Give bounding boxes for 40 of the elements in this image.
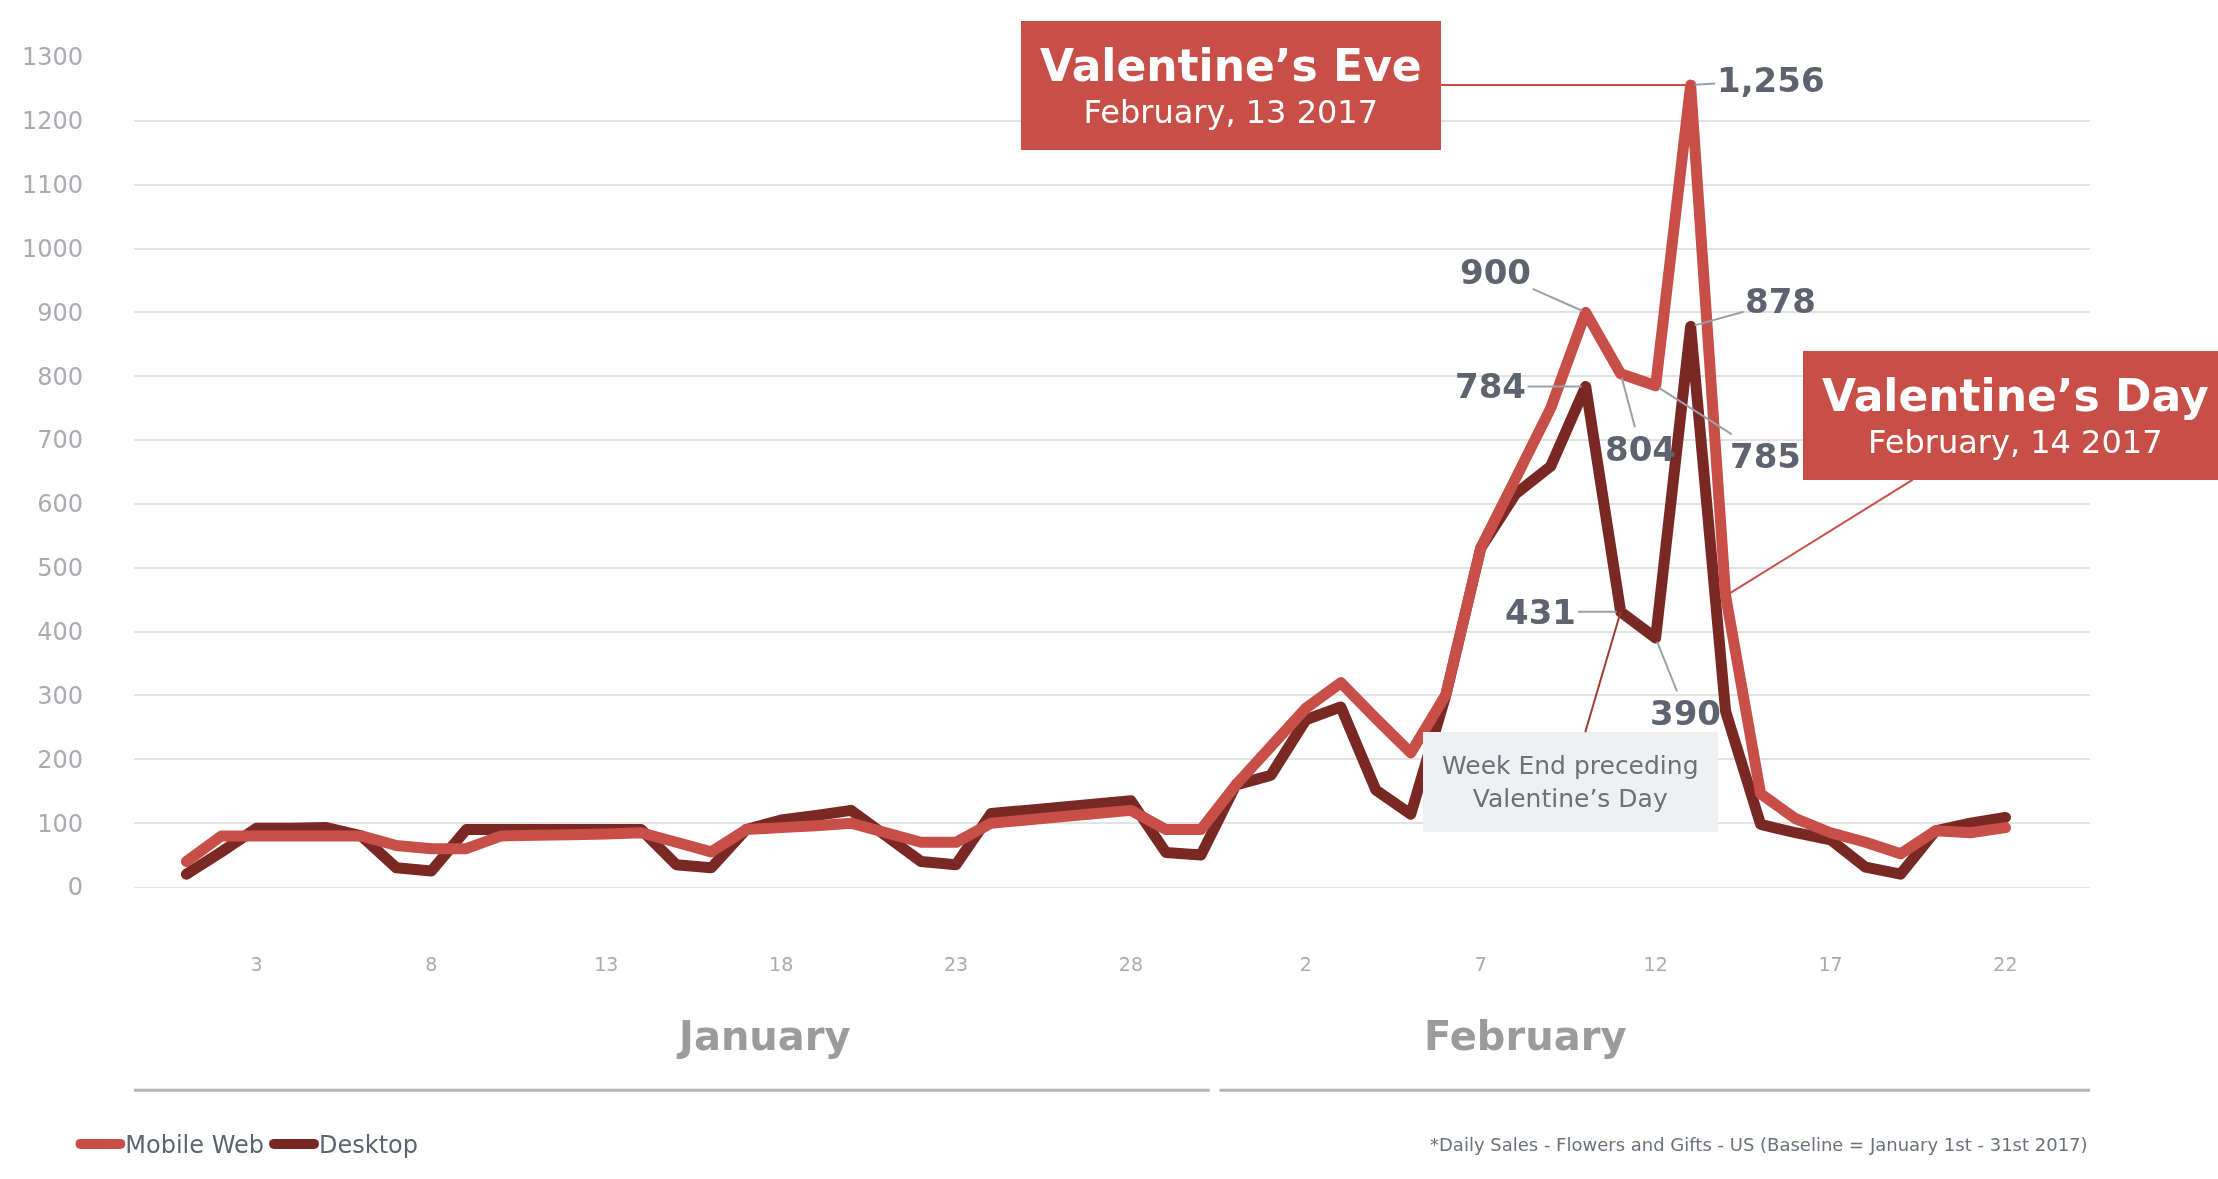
- annotation: Valentine’s Day February, 14 2017: [1822, 370, 2209, 461]
- y-tick-label: 800: [37, 362, 83, 391]
- y-tick-label: 1300: [21, 43, 83, 72]
- x-tick-label: 18: [769, 952, 794, 975]
- x-tick-label: 22: [1993, 952, 2018, 975]
- x-tick-label: 17: [1818, 952, 1843, 975]
- data-label: 784: [1455, 366, 1526, 406]
- data-label: 1,256: [1717, 60, 1825, 100]
- y-tick-label: 1200: [21, 107, 83, 136]
- legend-label: Desktop: [319, 1131, 418, 1160]
- x-tick-label: 7: [1474, 952, 1487, 975]
- x-tick-label: 28: [1118, 952, 1144, 975]
- x-tick-label: 12: [1643, 952, 1668, 975]
- data-label: 431: [1505, 592, 1576, 632]
- y-tick-label: 1000: [21, 234, 83, 263]
- data-label: 878: [1745, 281, 1816, 321]
- y-tick-label: 600: [37, 490, 83, 519]
- x-tick-label: 8: [425, 952, 438, 975]
- annotation: Valentine’s Eve February, 13 2017: [1040, 40, 1422, 131]
- y-tick-label: 500: [37, 554, 83, 583]
- text: February: [1424, 1013, 1627, 1059]
- y-tick-label: 300: [37, 681, 83, 710]
- x-tick-label: 3: [250, 952, 263, 975]
- y-tick-label: 100: [37, 809, 83, 838]
- data-label: 900: [1460, 252, 1531, 292]
- y-tick-label: 900: [37, 298, 83, 327]
- legend-label: Mobile Web: [125, 1131, 265, 1160]
- y-tick-label: 400: [37, 618, 83, 647]
- x-tick-label: 13: [594, 952, 619, 975]
- annotation: Week End preceding Valentine’s Day: [1442, 751, 1699, 813]
- x-tick-label: 23: [943, 952, 969, 975]
- text: January: [676, 1013, 851, 1059]
- y-tick-label: 0: [67, 873, 83, 902]
- x-tick-label: 2: [1299, 952, 1312, 975]
- y-tick-label: 200: [37, 745, 83, 774]
- y-tick-label: 700: [37, 426, 83, 455]
- y-tick-label: 1100: [21, 171, 83, 200]
- data-label: 390: [1650, 693, 1721, 733]
- data-label: 785: [1730, 436, 1801, 476]
- text: *Daily Sales - Flowers and Gifts - US (Baseline = January 1st - 31st 2017): [1430, 1134, 2088, 1155]
